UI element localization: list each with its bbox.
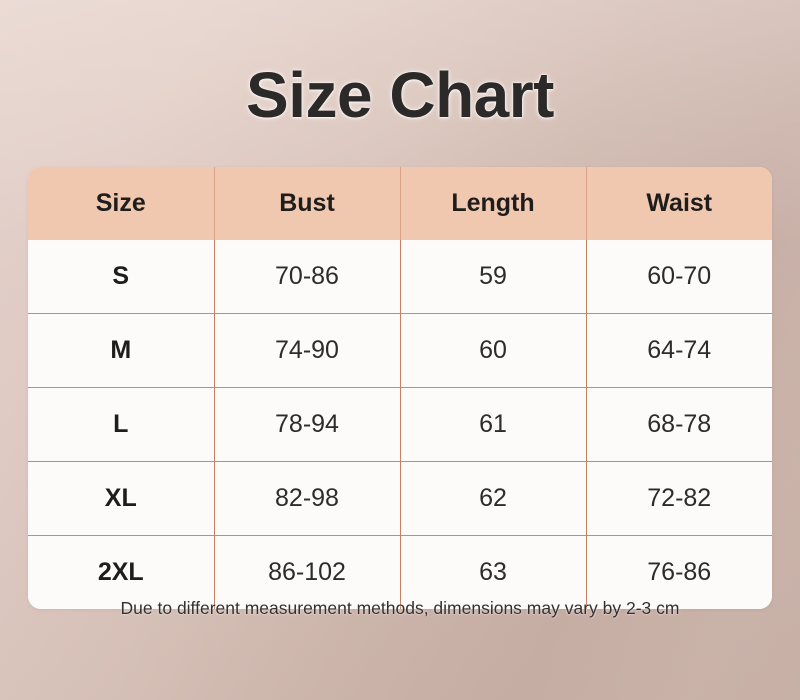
cell-length: 63 (400, 535, 587, 609)
cell-bust: 70-86 (214, 240, 401, 314)
cell-waist: 68-78 (586, 387, 772, 462)
cell-size: 2XL (28, 535, 215, 609)
cell-waist: 76-86 (586, 535, 772, 609)
column-header-size: Size (28, 167, 215, 240)
table-row: L 78-94 61 68-78 (28, 387, 772, 462)
cell-size: S (28, 240, 215, 314)
column-header-length: Length (400, 167, 587, 240)
table-row: 2XL 86-102 63 76-86 (28, 535, 772, 609)
table-row: S 70-86 59 60-70 (28, 240, 772, 314)
cell-size: XL (28, 461, 215, 536)
cell-length: 60 (400, 313, 587, 388)
cell-bust: 86-102 (214, 535, 401, 609)
page-title: Size Chart (246, 59, 554, 131)
cell-size: L (28, 387, 215, 462)
cell-waist: 60-70 (586, 240, 772, 314)
table-body: S 70-86 59 60-70 M 74-90 60 64-74 L 78-9… (28, 240, 772, 609)
cell-length: 62 (400, 461, 587, 536)
cell-bust: 78-94 (214, 387, 401, 462)
table-header: Size Bust Length Waist (28, 167, 772, 240)
table-row: XL 82-98 62 72-82 (28, 461, 772, 536)
column-header-waist: Waist (586, 167, 772, 240)
column-header-bust: Bust (214, 167, 401, 240)
cell-length: 61 (400, 387, 587, 462)
cell-waist: 64-74 (586, 313, 772, 388)
cell-bust: 74-90 (214, 313, 401, 388)
measurement-disclaimer: Due to different measurement methods, di… (120, 598, 680, 618)
table-row: M 74-90 60 64-74 (28, 313, 772, 388)
cell-length: 59 (400, 240, 587, 314)
table-header-row: Size Bust Length Waist (28, 167, 772, 240)
size-table: Size Bust Length Waist S 70-86 59 60-70 … (28, 167, 772, 609)
cell-bust: 82-98 (214, 461, 401, 536)
cell-size: M (28, 313, 215, 388)
cell-waist: 72-82 (586, 461, 772, 536)
size-table-container: Size Bust Length Waist S 70-86 59 60-70 … (28, 167, 772, 609)
